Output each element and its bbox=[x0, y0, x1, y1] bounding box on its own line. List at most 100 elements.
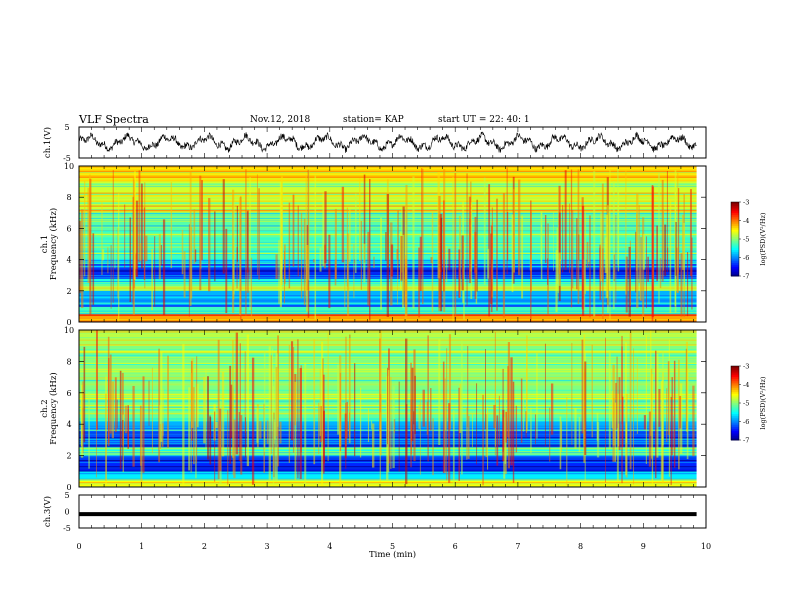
spectral-line bbox=[79, 174, 706, 175]
colorbar-step bbox=[731, 214, 739, 218]
colorbar-step bbox=[731, 373, 739, 376]
burst-stripe bbox=[498, 395, 500, 446]
burst-stripe bbox=[633, 348, 635, 485]
burst-stripe bbox=[680, 383, 683, 454]
colorbar-step bbox=[731, 224, 739, 227]
burst-stripe bbox=[278, 240, 280, 304]
burst-stripe bbox=[132, 178, 135, 315]
y-tick-label: 0 bbox=[64, 508, 69, 517]
colorbar-step bbox=[731, 366, 739, 369]
burst-stripe bbox=[639, 248, 641, 301]
colorbar-step bbox=[731, 209, 739, 212]
burst-stripe bbox=[466, 173, 468, 306]
burst-stripe bbox=[274, 372, 276, 481]
burst-stripe bbox=[251, 357, 255, 485]
burst-stripe bbox=[245, 169, 247, 316]
burst-stripe bbox=[95, 330, 98, 430]
y-tick-label: 0 bbox=[66, 318, 71, 327]
colorbar-step bbox=[731, 432, 739, 435]
burst-stripe bbox=[574, 407, 577, 449]
burst-stripe bbox=[642, 233, 646, 270]
burst-stripe bbox=[135, 253, 137, 276]
burst-stripe bbox=[483, 177, 486, 285]
colorbar-step bbox=[731, 240, 739, 244]
burst-stripe bbox=[170, 182, 173, 269]
spectral-line bbox=[79, 351, 706, 353]
burst-stripe bbox=[346, 207, 348, 287]
burst-stripe bbox=[112, 170, 114, 303]
burst-stripe bbox=[571, 342, 573, 445]
burst-stripe bbox=[162, 219, 166, 316]
spectral-line bbox=[79, 217, 706, 219]
burst-stripe bbox=[386, 193, 390, 317]
burst-stripe bbox=[685, 341, 689, 432]
burst-stripe bbox=[294, 381, 297, 481]
burst-stripe bbox=[615, 214, 617, 304]
burst-stripe bbox=[668, 339, 671, 477]
spectral-line bbox=[79, 220, 706, 222]
burst-stripe bbox=[191, 358, 194, 428]
burst-stripe bbox=[119, 370, 122, 469]
colorbar-step bbox=[731, 436, 739, 439]
burst-stripe bbox=[230, 384, 233, 438]
y-tick-label: 4 bbox=[66, 420, 71, 429]
ch2-spectrogram-panel: 0 2 4 6 8 10 ch.2 Frequency (kHz) bbox=[40, 326, 707, 492]
burst-stripe bbox=[505, 411, 507, 443]
burst-stripe bbox=[132, 196, 134, 305]
spectral-line bbox=[79, 352, 706, 354]
spectral-line bbox=[79, 379, 706, 381]
burst-stripe bbox=[421, 168, 423, 274]
burst-stripe bbox=[199, 175, 202, 291]
burst-stripe bbox=[348, 338, 351, 444]
burst-stripe bbox=[124, 204, 126, 269]
burst-stripe bbox=[520, 378, 523, 443]
burst-stripe bbox=[222, 179, 225, 274]
burst-stripe bbox=[161, 423, 164, 447]
spectral-line bbox=[79, 301, 706, 303]
spectral-line bbox=[79, 302, 706, 304]
burst-stripe bbox=[605, 337, 606, 483]
spectral-line bbox=[79, 356, 706, 359]
burst-stripe bbox=[219, 408, 222, 472]
burst-stripe bbox=[193, 387, 195, 465]
burst-stripe bbox=[475, 234, 478, 304]
burst-stripe bbox=[444, 378, 446, 474]
ch1-waveform-trace bbox=[78, 131, 697, 153]
colorbar-step bbox=[731, 263, 739, 266]
burst-stripe bbox=[249, 176, 251, 311]
colorbar-step bbox=[731, 410, 739, 413]
spectral-line bbox=[79, 218, 706, 220]
burst-stripe bbox=[183, 251, 186, 298]
burst-stripe bbox=[471, 414, 473, 448]
spectral-line bbox=[79, 310, 706, 312]
colorbar-step bbox=[731, 213, 739, 216]
spectral-line bbox=[79, 307, 706, 309]
colorbar-step bbox=[731, 222, 739, 225]
burst-stripe bbox=[154, 236, 156, 307]
colorbar-step bbox=[731, 438, 739, 441]
burst-stripe bbox=[158, 348, 161, 463]
colorbar-tick-label: -6 bbox=[743, 254, 749, 262]
y-tick-label: 10 bbox=[64, 162, 74, 171]
y-axis-label-frequency: Frequency (kHz) bbox=[48, 208, 59, 280]
burst-stripe bbox=[536, 352, 538, 439]
colorbar-step bbox=[731, 202, 739, 205]
burst-stripe bbox=[487, 407, 489, 470]
burst-stripe bbox=[675, 221, 677, 276]
colorbar-step bbox=[731, 382, 739, 385]
burst-stripe bbox=[677, 172, 679, 294]
colorbar-step bbox=[731, 434, 739, 437]
y-axis-label: ch.1(V) bbox=[42, 127, 53, 158]
burst-stripe bbox=[341, 186, 345, 263]
burst-stripe bbox=[380, 217, 382, 310]
burst-stripe bbox=[658, 173, 660, 304]
burst-stripe bbox=[270, 355, 272, 454]
burst-stripe bbox=[438, 339, 441, 446]
burst-stripe bbox=[586, 241, 589, 268]
spectral-line bbox=[79, 470, 706, 472]
burst-stripe bbox=[324, 191, 327, 264]
burst-stripe bbox=[215, 421, 218, 429]
spectral-line bbox=[79, 183, 706, 186]
station-label: station= KAP bbox=[343, 115, 404, 125]
burst-stripe bbox=[596, 422, 600, 458]
